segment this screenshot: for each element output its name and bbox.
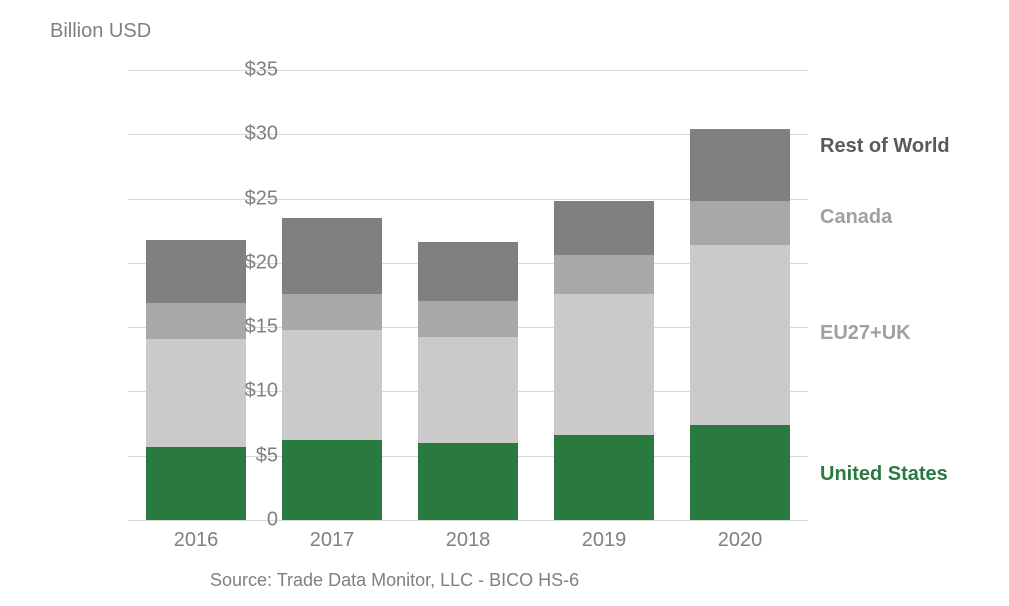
bar-segment — [690, 245, 790, 425]
series-label: Rest of World — [820, 135, 950, 158]
bar-segment — [418, 242, 518, 301]
bar-segment — [554, 255, 654, 294]
y-tick-label: $5 — [218, 444, 278, 467]
x-tick-label: 2020 — [690, 529, 790, 552]
y-axis-title: Billion USD — [50, 20, 151, 43]
bar-column — [282, 218, 382, 520]
bar-segment — [282, 294, 382, 330]
bar-segment — [418, 301, 518, 337]
series-label: EU27+UK — [820, 322, 911, 345]
x-tick-label: 2017 — [282, 529, 382, 552]
y-tick-label: $35 — [218, 59, 278, 82]
bar-segment — [554, 294, 654, 435]
x-tick-label: 2019 — [554, 529, 654, 552]
bar-segment — [418, 443, 518, 520]
bar-segment — [690, 425, 790, 520]
y-tick-label: $10 — [218, 380, 278, 403]
bar-segment — [282, 440, 382, 520]
bar-segment — [418, 337, 518, 442]
y-tick-label: 0 — [218, 509, 278, 532]
x-tick-label: 2018 — [418, 529, 518, 552]
bar-column — [554, 201, 654, 520]
source-caption: Source: Trade Data Monitor, LLC - BICO H… — [210, 570, 579, 591]
bar-segment — [554, 201, 654, 255]
bar-column — [690, 129, 790, 520]
bar-segment — [554, 435, 654, 520]
bar-segment — [690, 129, 790, 201]
y-tick-label: $30 — [218, 123, 278, 146]
bar-segment — [282, 330, 382, 441]
bar-segment — [690, 201, 790, 245]
chart-container: Billion USD 2016 2017 2018 2019 2020 United S… — [50, 20, 970, 580]
bar-column — [418, 242, 518, 520]
series-label: United States — [820, 463, 948, 486]
y-tick-label: $15 — [218, 316, 278, 339]
y-tick-label: $25 — [218, 187, 278, 210]
y-tick-label: $20 — [218, 251, 278, 274]
x-tick-label: 2016 — [146, 529, 246, 552]
series-label: Canada — [820, 206, 892, 229]
bar-segment — [282, 218, 382, 294]
